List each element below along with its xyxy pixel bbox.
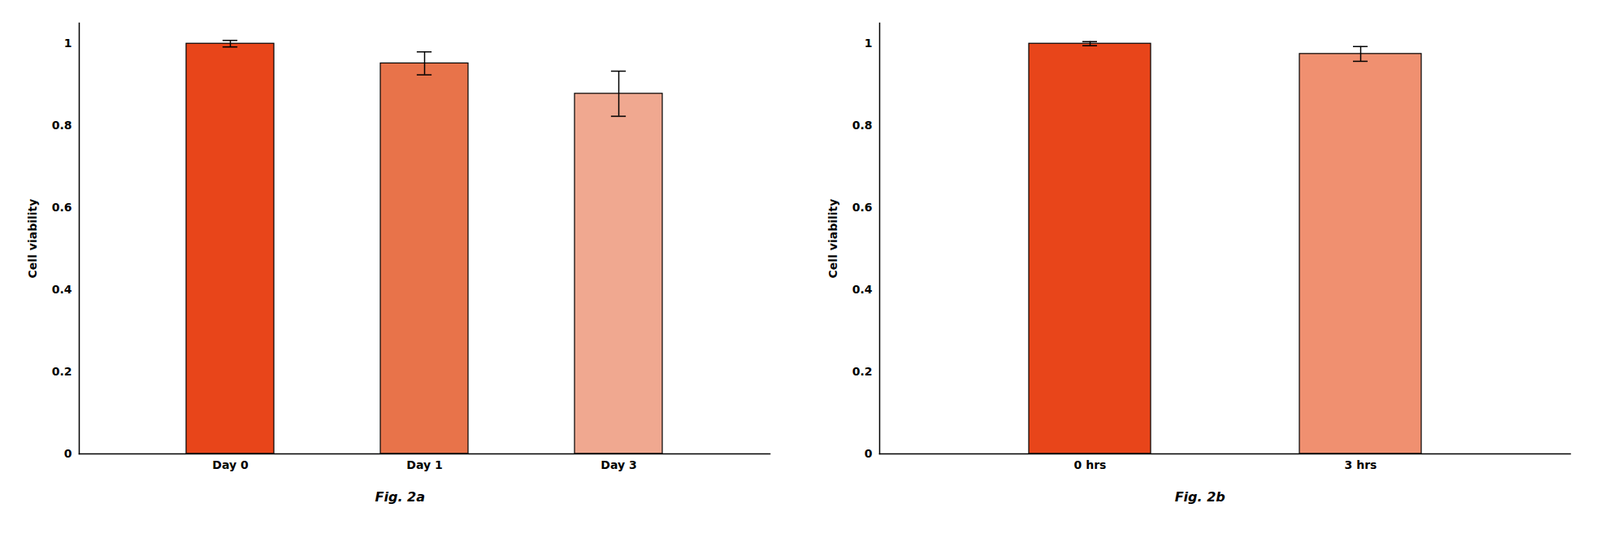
svg-text:Cell viability: Cell viability — [826, 199, 840, 279]
svg-text:0.2: 0.2 — [52, 364, 73, 378]
svg-text:0.4: 0.4 — [52, 282, 73, 296]
svg-text:0.8: 0.8 — [851, 118, 872, 132]
html-text:Fig. 2a: Fig. 2a — [375, 489, 425, 505]
svg-text:1: 1 — [64, 36, 73, 50]
html-text:Fig. 2b: Fig. 2b — [1174, 489, 1226, 505]
svg-text:3 hrs: 3 hrs — [1344, 458, 1377, 472]
svg-text:Day 0: Day 0 — [212, 458, 250, 472]
svg-text:Day 1: Day 1 — [407, 458, 443, 472]
svg-text:0.6: 0.6 — [851, 200, 872, 214]
svg-text:Cell viability: Cell viability — [26, 199, 40, 279]
svg-text:0: 0 — [64, 446, 73, 460]
svg-text:0.6: 0.6 — [52, 200, 73, 214]
svg-text:0.4: 0.4 — [851, 282, 872, 296]
svg-text:0 hrs: 0 hrs — [1073, 458, 1106, 472]
svg-text:Day 3: Day 3 — [601, 458, 638, 472]
svg-text:0.2: 0.2 — [851, 364, 872, 378]
svg-text:1: 1 — [864, 36, 873, 50]
svg-text:0: 0 — [864, 446, 873, 460]
svg-text:0.8: 0.8 — [52, 118, 73, 132]
